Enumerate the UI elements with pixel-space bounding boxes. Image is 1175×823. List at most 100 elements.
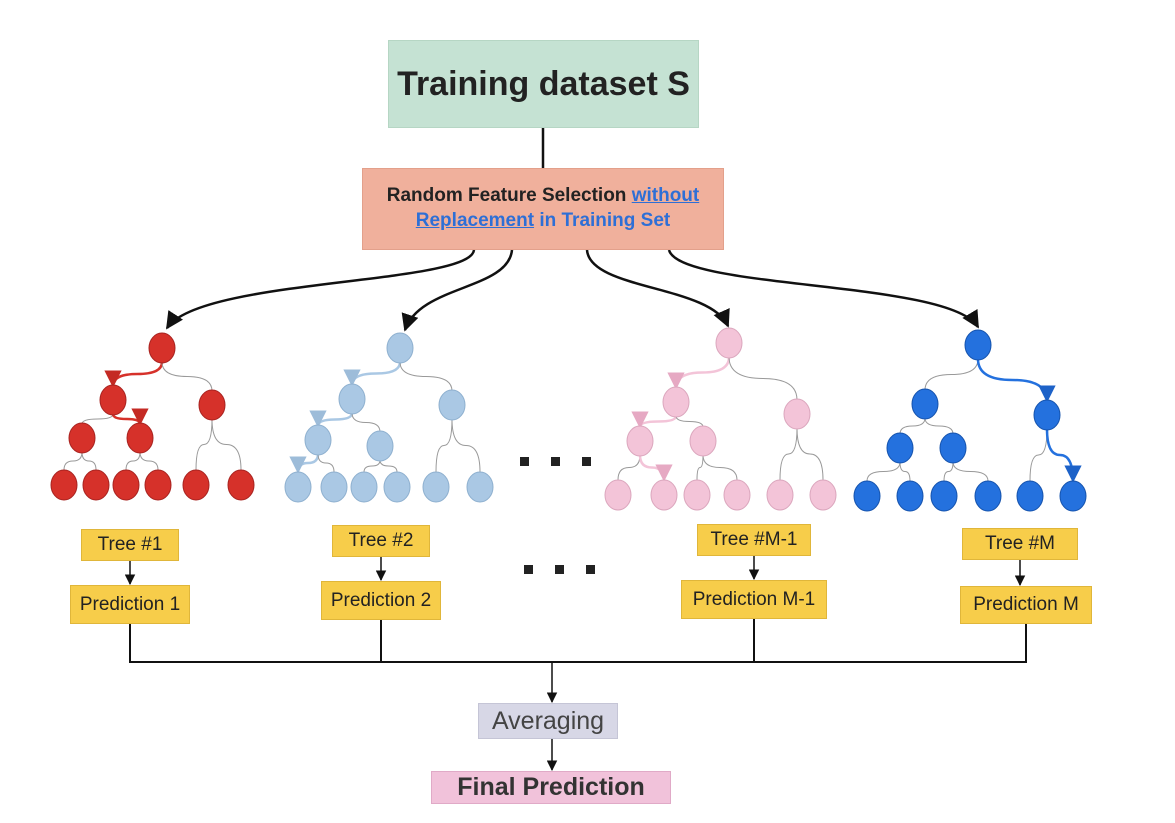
tree-2-edge-root-0	[343, 361, 402, 387]
tree-3-edge-root-1	[728, 356, 798, 401]
tree-1-edge-l3-1-3	[139, 451, 159, 471]
prediction-3-text: Prediction M-1	[692, 588, 816, 610]
tree-2-node-l3-1	[366, 430, 394, 462]
tree-1-edge-l3-0-0	[63, 451, 83, 471]
tree-label-2: Tree #2	[332, 525, 430, 557]
prediction-3: Prediction M-1	[681, 580, 827, 619]
tree-3-node-l2-1	[783, 398, 811, 430]
tree-1-edge-l2-0	[81, 413, 114, 425]
tree-1-leaf-2	[112, 469, 140, 501]
tree-2-edge-root-1	[399, 361, 453, 392]
tree-3-root-node	[715, 327, 743, 359]
tree-4-leaf-0	[853, 480, 881, 512]
tree-4-root-node	[964, 329, 992, 361]
tree-4-node-l3-0	[886, 432, 914, 464]
aggregation-lines	[129, 619, 1027, 663]
tree-2-edge-l3-1-2	[363, 459, 381, 473]
tree-2-leaf-3	[383, 471, 411, 503]
tree-2-edge-r-4	[435, 418, 453, 473]
tree-2-root-node	[386, 332, 414, 364]
tree-1-edge-root-1	[161, 361, 213, 392]
tree-2-edge-l2-1	[351, 412, 381, 433]
tree-4-edge-l3-0-1	[899, 461, 911, 482]
tree-4-edge-l3-1-3	[952, 461, 989, 482]
tree-4-edge-l3-0-0	[866, 461, 901, 482]
tree-2-leaf-4	[422, 471, 450, 503]
trees-layer	[50, 327, 1087, 512]
tree-3-leaf-1	[650, 479, 678, 511]
tree-3-leaf-3	[723, 479, 751, 511]
tree-label-1: Tree #1	[81, 529, 179, 561]
prediction-2: Prediction 2	[321, 581, 441, 620]
tree-1-edge-r-4	[195, 418, 213, 471]
selection-text-2: in Training Set	[534, 210, 671, 231]
tree-1-edge-l2-1	[111, 408, 149, 426]
tree-1-node-l3-1	[126, 422, 154, 454]
tree-2-leaf-5	[466, 471, 494, 503]
tree-4-node-l2-1	[1033, 399, 1061, 431]
feature-selection-box: Random Feature Selection without Replace…	[362, 168, 724, 250]
tree-4-edge-r-4	[1029, 428, 1048, 482]
tree-3-edge-l2-1	[675, 415, 704, 428]
ellipsis-dots-trees	[520, 457, 591, 466]
tree-3-leaf-4	[766, 479, 794, 511]
tree-2-leaf-1	[320, 471, 348, 503]
tree-label-1-text: Tree #1	[97, 534, 163, 555]
prediction-4-text: Prediction M	[973, 594, 1079, 615]
tree-1-edge-l3-0-1	[81, 451, 97, 471]
tree-3-leaf-5	[809, 479, 837, 511]
tree-4-leaf-5	[1059, 480, 1087, 512]
tree-4-edge-l3-1-2	[943, 461, 954, 482]
prediction-1-text: Prediction 1	[79, 593, 181, 615]
tree-label-3-text: Tree #M-1	[710, 529, 798, 550]
tree-4-leaf-3	[974, 480, 1002, 512]
selection-link[interactable]: without Replacement	[415, 185, 700, 231]
tree-3-node-l2-0	[662, 386, 690, 418]
tree-1-leaf-3	[144, 469, 172, 501]
tree-2-edge-l2-0	[309, 410, 354, 428]
tree-1-leaf-4	[182, 469, 210, 501]
curve-to-tree-3	[585, 249, 730, 328]
tree-2-edge-l3-0-0	[289, 453, 320, 474]
tree-label-4-text: Tree #M	[984, 533, 1056, 554]
tree-4-edge-l2-1	[924, 417, 954, 435]
tree-2-node-l3-0	[304, 424, 332, 456]
prediction-2-text: Prediction 2	[330, 589, 432, 611]
tree-4-node-l2-0	[911, 388, 939, 420]
tree-3-edge-l3-1-2	[696, 454, 704, 481]
tree-4-leaf-4	[1016, 480, 1044, 512]
tree-4-edge-r-5	[1045, 428, 1082, 483]
training-dataset-title: Training dataset S	[397, 64, 690, 103]
tree-4-leaf-2	[930, 480, 958, 512]
final-prediction-text: Final Prediction	[457, 773, 645, 801]
tree-1-edge-root-0	[104, 361, 164, 388]
tree-2-leaf-2	[350, 471, 378, 503]
tree-1-leaf-1	[82, 469, 110, 501]
tree-3-leaf-2	[683, 479, 711, 511]
tree-3-edge-l2-0	[631, 411, 678, 429]
tree-1-leaf-0	[50, 469, 78, 501]
tree-label-4: Tree #M	[962, 528, 1078, 560]
tree-4-node-l3-1	[939, 432, 967, 464]
prediction-1: Prediction 1	[70, 585, 190, 624]
tree-1-node-l3-0	[68, 422, 96, 454]
tree-2-node-l2-0	[338, 383, 366, 415]
tree-3-leaf-0	[604, 479, 632, 511]
tree-3-edge-r-5	[796, 427, 824, 481]
averaging-box: Averaging	[478, 703, 618, 739]
tree-label-3: Tree #M-1	[697, 524, 811, 556]
tree-2-edge-r-5	[451, 418, 481, 473]
tree-3-edge-r-4	[779, 427, 798, 481]
tree-2-node-l2-1	[438, 389, 466, 421]
curve-to-tree-4	[667, 249, 980, 329]
tree-4-edge-root-1	[976, 358, 1056, 403]
final-prediction-box: Final Prediction	[431, 771, 671, 804]
tree-1-node-l2-0	[99, 384, 127, 416]
selection-text-1: Random Feature Selection	[386, 185, 632, 206]
tree-4-edge-root-0	[924, 358, 979, 391]
tree-1-edge-l3-1-2	[125, 451, 141, 471]
prediction-4: Prediction M	[960, 586, 1092, 624]
tree-2-edge-l3-0-1	[317, 453, 335, 473]
tree-3-edge-l3-0-1	[638, 454, 673, 482]
